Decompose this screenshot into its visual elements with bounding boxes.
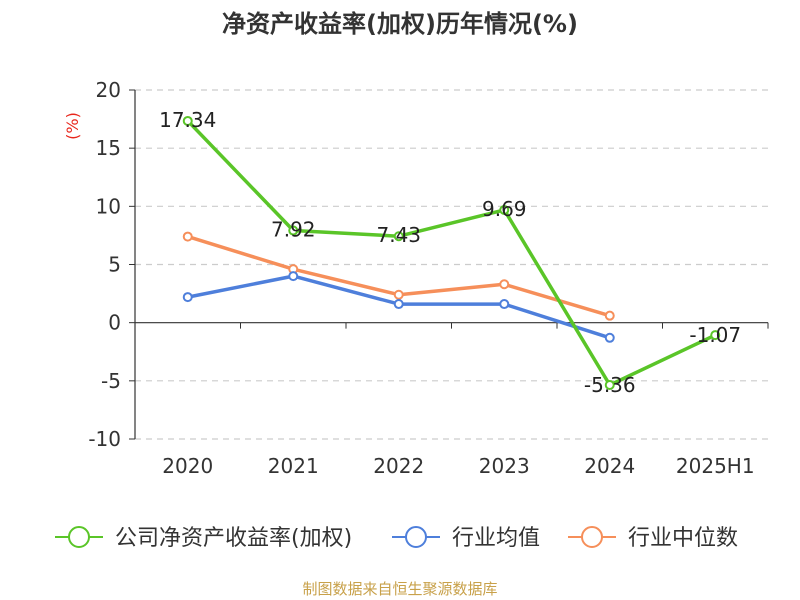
series-line <box>186 119 717 387</box>
data-point <box>604 332 615 343</box>
x-tick-label: 2023 <box>479 454 530 478</box>
gridlines <box>129 89 768 440</box>
data-point <box>499 279 510 290</box>
data-point <box>393 299 404 310</box>
data-labels: 17.34 7.92 7.43 9.69 -5.36 -1.07 <box>159 108 741 397</box>
y-tick-label: 20 <box>96 78 121 102</box>
x-tick-label: 2025H1 <box>676 454 755 478</box>
series-lines <box>186 119 717 387</box>
data-point <box>499 204 510 215</box>
legend-label: 行业均值 <box>452 526 540 551</box>
data-label: 9.69 <box>482 197 527 221</box>
data-label: 7.43 <box>376 223 421 247</box>
x-tick-label: 2020 <box>162 454 213 478</box>
data-point <box>182 231 193 242</box>
data-point <box>288 225 299 236</box>
x-tick-label: 2024 <box>584 454 635 478</box>
y-tick-label: 10 <box>96 194 121 218</box>
data-point <box>604 380 615 391</box>
axes <box>134 90 769 439</box>
legend: 公司净资产收益率(加权) 行业均值 行业中位数 <box>55 526 738 551</box>
data-label: 17.34 <box>159 108 216 132</box>
data-point <box>499 299 510 310</box>
data-point <box>288 271 299 282</box>
legend-label: 公司净资产收益率(加权) <box>115 526 352 551</box>
y-tick-label: 15 <box>96 136 121 160</box>
y-tick-labels: 20 15 10 5 0 -5 -10 <box>88 78 121 451</box>
data-point <box>182 115 193 126</box>
y-tick-label: 0 <box>108 311 121 335</box>
y-tick-label: -5 <box>101 369 121 393</box>
x-tick-label: 2022 <box>373 454 424 478</box>
data-label: -5.36 <box>584 373 636 397</box>
data-point <box>182 292 193 303</box>
legend-marker <box>68 526 90 548</box>
legend-marker <box>581 526 603 548</box>
y-tick-label: 5 <box>108 253 121 277</box>
x-tick-labels: 2020 2021 2022 2023 2024 2025H1 <box>162 454 754 478</box>
data-label: 7.92 <box>271 218 316 242</box>
data-point <box>393 289 404 300</box>
data-point <box>604 310 615 321</box>
legend-label: 行业中位数 <box>628 526 738 551</box>
y-axis-unit: (%) <box>63 112 82 140</box>
source-note: 制图数据来自恒生聚源数据库 <box>302 580 497 598</box>
x-tick-label: 2021 <box>268 454 319 478</box>
legend-marker <box>405 526 427 548</box>
data-point <box>710 330 721 341</box>
chart-title: 净资产收益率(加权)历年情况(%) <box>222 10 578 38</box>
series-points <box>182 115 721 391</box>
data-point <box>393 231 404 242</box>
y-tick-label: -10 <box>88 427 121 451</box>
data-label: -1.07 <box>689 323 741 347</box>
